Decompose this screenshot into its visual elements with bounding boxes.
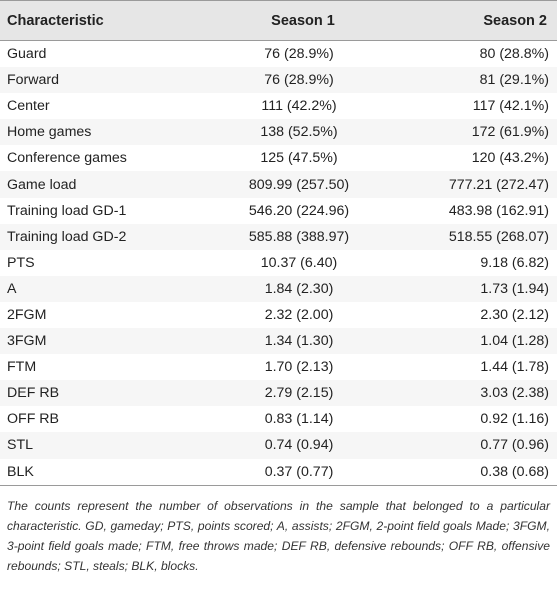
cell-season-2: 117 (42.1%) <box>472 98 549 115</box>
cell-season-1: 10.37 (6.40) <box>260 254 338 271</box>
cell-season-2: 2.30 (2.12) <box>480 306 549 323</box>
table-row: FTM 1.70 (2.13) 1.44 (1.78) <box>0 354 557 381</box>
table-row: Center 111 (42.2%) 117 (42.1%) <box>0 93 557 120</box>
cell-characteristic: Center <box>7 98 50 115</box>
table-row: 3FGM 1.34 (1.30) 1.04 (1.28) <box>0 328 557 355</box>
cell-season-1: 809.99 (257.50) <box>248 176 350 193</box>
table-row: BLK 0.37 (0.77) 0.38 (0.68) <box>0 458 557 485</box>
header-season-1: Season 1 <box>271 12 335 29</box>
cell-characteristic: A <box>7 280 17 297</box>
header-season-2: Season 2 <box>483 12 547 29</box>
cell-season-1: 585.88 (388.97) <box>248 228 350 245</box>
cell-season-1: 111 (42.2%) <box>261 98 337 115</box>
cell-characteristic: PTS <box>7 254 35 271</box>
cell-season-2: 0.38 (0.68) <box>480 463 549 480</box>
cell-season-2: 172 (61.9%) <box>471 124 549 141</box>
table-row: Training load GD-2 585.88 (388.97) 518.55 … <box>0 223 557 250</box>
cell-season-2: 120 (43.2%) <box>471 150 549 167</box>
cell-season-2: 9.18 (6.82) <box>480 254 549 271</box>
table-body: Guard 76 (28.9%) 80 (28.8%) Forward 76 (28.9… <box>0 41 557 486</box>
cell-season-1: 0.74 (0.94) <box>264 437 334 454</box>
cell-season-1: 546.20 (224.96) <box>248 202 350 219</box>
table-row: DEF RB 2.79 (2.15) 3.03 (2.38) <box>0 380 557 407</box>
cell-characteristic: Training load GD-1 <box>7 202 127 219</box>
table-row: PTS 10.37 (6.40) 9.18 (6.82) <box>0 249 557 276</box>
cell-characteristic: FTM <box>7 359 37 376</box>
cell-season-1: 138 (52.5%) <box>260 124 338 141</box>
cell-season-2: 1.04 (1.28) <box>480 333 549 350</box>
cell-season-1: 0.37 (0.77) <box>264 463 334 480</box>
cell-characteristic: Guard <box>7 46 47 63</box>
table-row: Conference games 125 (47.5%) 120 (43.2%) <box>0 145 557 172</box>
cell-season-2: 0.77 (0.96) <box>480 437 549 454</box>
cell-characteristic: STL <box>7 437 34 454</box>
table-row: Game load 809.99 (257.50) 777.21 (272.47) <box>0 171 557 198</box>
cell-characteristic: Conference games <box>7 150 127 167</box>
cell-characteristic: 2FGM <box>7 306 47 323</box>
cell-season-1: 2.32 (2.00) <box>264 306 334 323</box>
table-row: Guard 76 (28.9%) 80 (28.8%) <box>0 41 557 68</box>
cell-season-2: 483.98 (162.91) <box>448 202 549 219</box>
table-row: Forward 76 (28.9%) 81 (29.1%) <box>0 67 557 94</box>
cell-season-2: 777.21 (272.47) <box>448 176 549 193</box>
cell-characteristic: 3FGM <box>7 333 47 350</box>
characteristics-table: Characteristic Season 1 Season 2 Guard 76… <box>0 0 557 486</box>
table-row: Training load GD-1 546.20 (224.96) 483.98 … <box>0 197 557 224</box>
table-row: OFF RB 0.83 (1.14) 0.92 (1.16) <box>0 406 557 433</box>
cell-season-1: 1.84 (2.30) <box>264 280 334 297</box>
table-row: STL 0.74 (0.94) 0.77 (0.96) <box>0 432 557 459</box>
cell-characteristic: Home games <box>7 124 92 141</box>
cell-season-2: 1.44 (1.78) <box>480 359 549 376</box>
cell-season-2: 0.92 (1.16) <box>480 411 549 428</box>
cell-season-1: 76 (28.9%) <box>264 72 334 89</box>
table-row: Home games 138 (52.5%) 172 (61.9%) <box>0 119 557 146</box>
cell-season-2: 3.03 (2.38) <box>480 385 549 402</box>
cell-characteristic: OFF RB <box>7 411 60 428</box>
cell-characteristic: Game load <box>7 176 77 193</box>
cell-season-1: 125 (47.5%) <box>260 150 338 167</box>
cell-characteristic: Training load GD-2 <box>7 228 127 245</box>
cell-characteristic: DEF RB <box>7 385 60 402</box>
table-footnote: The counts represent the number of obser… <box>7 498 550 573</box>
cell-season-1: 76 (28.9%) <box>264 46 334 63</box>
cell-season-1: 2.79 (2.15) <box>264 385 334 402</box>
cell-characteristic: Forward <box>7 72 60 89</box>
cell-season-1: 0.83 (1.14) <box>264 411 334 428</box>
table-row: 2FGM 2.32 (2.00) 2.30 (2.12) <box>0 301 557 329</box>
cell-season-1: 1.70 (2.13) <box>264 359 334 376</box>
cell-season-1: 1.34 (1.30) <box>264 333 334 350</box>
table-header-row: Characteristic Season 1 Season 2 <box>0 0 557 41</box>
cell-season-2: 81 (29.1%) <box>479 72 549 89</box>
cell-season-2: 1.73 (1.94) <box>480 280 549 297</box>
table-row: A 1.84 (2.30) 1.73 (1.94) <box>0 275 557 302</box>
cell-season-2: 80 (28.8%) <box>479 46 549 63</box>
cell-characteristic: BLK <box>7 463 34 480</box>
cell-season-2: 518.55 (268.07) <box>448 228 549 245</box>
header-characteristic: Characteristic <box>7 12 104 29</box>
